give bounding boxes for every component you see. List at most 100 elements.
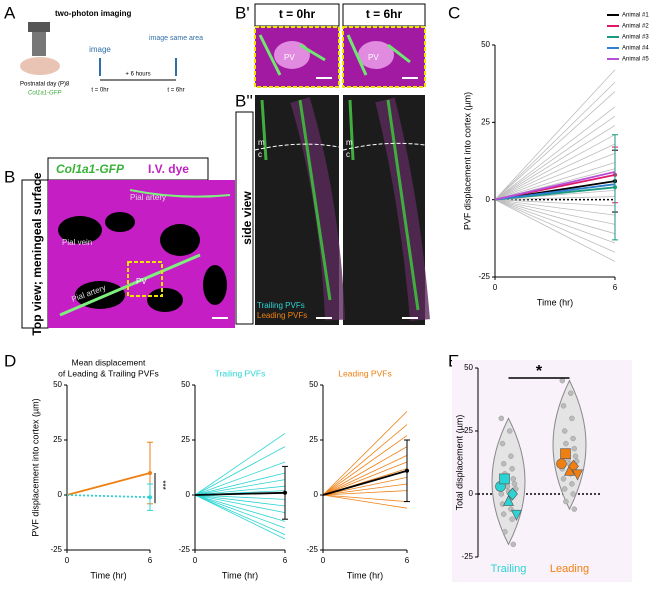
series-point: [283, 490, 287, 495]
series-line: [494, 81, 616, 200]
x-tick-label: 0: [193, 556, 198, 565]
point: [561, 486, 568, 492]
b1-time: t = 0hr: [279, 7, 316, 21]
e-background: [452, 360, 632, 582]
series-line: [494, 134, 616, 201]
point: [571, 506, 578, 512]
series-line: [322, 494, 408, 509]
series-line: [194, 485, 286, 496]
b2-label: m: [258, 138, 265, 147]
y-tick-label: 25: [309, 435, 318, 444]
y-tick-label: -25: [478, 272, 490, 281]
series-line: [194, 494, 286, 540]
animal-mean: [503, 494, 514, 506]
b1-pvf: [346, 34, 411, 76]
y-tick-label: -25: [178, 545, 190, 554]
y-tick-label: 0: [314, 490, 319, 499]
b2-legend: Leading PVFs: [257, 311, 307, 320]
animal-mean: [499, 473, 510, 485]
legend-label: Animal #5: [622, 57, 649, 63]
b2-label: c: [258, 150, 262, 159]
chart-title: Mean displacement: [72, 357, 146, 367]
a-title: two-photon imaging: [55, 9, 132, 18]
series-line: [494, 183, 616, 201]
panel-label: B: [4, 167, 15, 186]
panel-label: A: [4, 3, 16, 22]
b-header-magenta: I.V. dye: [148, 162, 189, 176]
x-tick-label: Leading: [550, 563, 589, 575]
series-line: [322, 461, 408, 496]
series-line: [322, 455, 408, 496]
series-line: [494, 199, 616, 207]
series-line: [66, 494, 151, 499]
a-age: Postnatal day (P)8: [20, 82, 70, 88]
series-line: [494, 199, 616, 253]
panel-label: C: [448, 3, 460, 22]
y-tick-label: 0: [469, 489, 474, 498]
y-tick-label: 0: [486, 195, 491, 204]
series-line: [494, 199, 616, 216]
b1-pv: [358, 41, 394, 69]
series-line: [494, 199, 616, 225]
legend-label: Animal #4: [622, 46, 649, 52]
b2-label: c: [346, 150, 350, 159]
series-line: [494, 170, 616, 201]
b2-legend: Trailing PVFs: [257, 301, 305, 310]
b2-vessel: [290, 97, 345, 321]
series-line: [194, 461, 286, 496]
y-tick-label: -25: [306, 545, 318, 554]
series-line: [194, 433, 286, 496]
legend-label: Animal #1: [622, 13, 649, 19]
series-line: [494, 69, 616, 200]
b-label: Pial vein: [62, 238, 92, 247]
b2-pvf: [348, 99, 420, 311]
b1-pv: [274, 41, 310, 69]
point: [498, 415, 505, 422]
y-axis-label: PVF displacement into cortex (µm): [30, 398, 40, 536]
b2-side: [235, 111, 254, 325]
significance: ***: [158, 480, 167, 489]
y-tick-label: -25: [461, 552, 473, 561]
point: [498, 491, 505, 497]
b2-boundary: [254, 143, 340, 151]
b2-boundary: [342, 142, 426, 151]
chart-title: Trailing PVFs: [215, 368, 266, 378]
point: [506, 428, 513, 434]
significance: *: [536, 363, 543, 380]
x-tick-label: 6: [283, 556, 288, 565]
x-tick-label: 6: [148, 556, 153, 565]
y-tick-label: 50: [309, 380, 318, 389]
b-image: [48, 180, 235, 328]
point: [561, 428, 568, 434]
b1-label: PV: [368, 53, 379, 62]
series-line: [194, 494, 286, 522]
series-line: [322, 424, 408, 496]
series-line: [194, 494, 286, 513]
point: [567, 390, 574, 396]
y-tick-label: 25: [181, 435, 190, 444]
x-tick-label: 0: [65, 556, 70, 565]
y-tick-label: 0: [58, 490, 63, 499]
a-interval: + 6 hours: [125, 72, 150, 78]
point: [511, 481, 518, 487]
series-line: [322, 435, 408, 496]
b-header-green: Col1a1-GFP: [56, 162, 125, 176]
series-point: [148, 495, 152, 500]
series-line: [494, 162, 616, 201]
series-line: [194, 494, 286, 529]
roi: [127, 261, 163, 297]
b-label: Pial artery: [130, 193, 166, 202]
b1-label: PV: [284, 53, 295, 62]
y-axis-label: PVF displacement into cortex (µm): [462, 92, 472, 230]
series-line: [494, 199, 616, 244]
y-tick-label: 25: [53, 435, 62, 444]
animal-mean: [507, 487, 518, 501]
point: [502, 529, 508, 535]
point: [500, 511, 507, 517]
a-step: image: [89, 45, 111, 54]
y-tick-label: 50: [53, 380, 62, 389]
x-tick-label: 0: [321, 556, 326, 565]
x-tick-label: Trailing: [491, 563, 527, 575]
point: [571, 445, 578, 452]
point: [509, 466, 515, 472]
